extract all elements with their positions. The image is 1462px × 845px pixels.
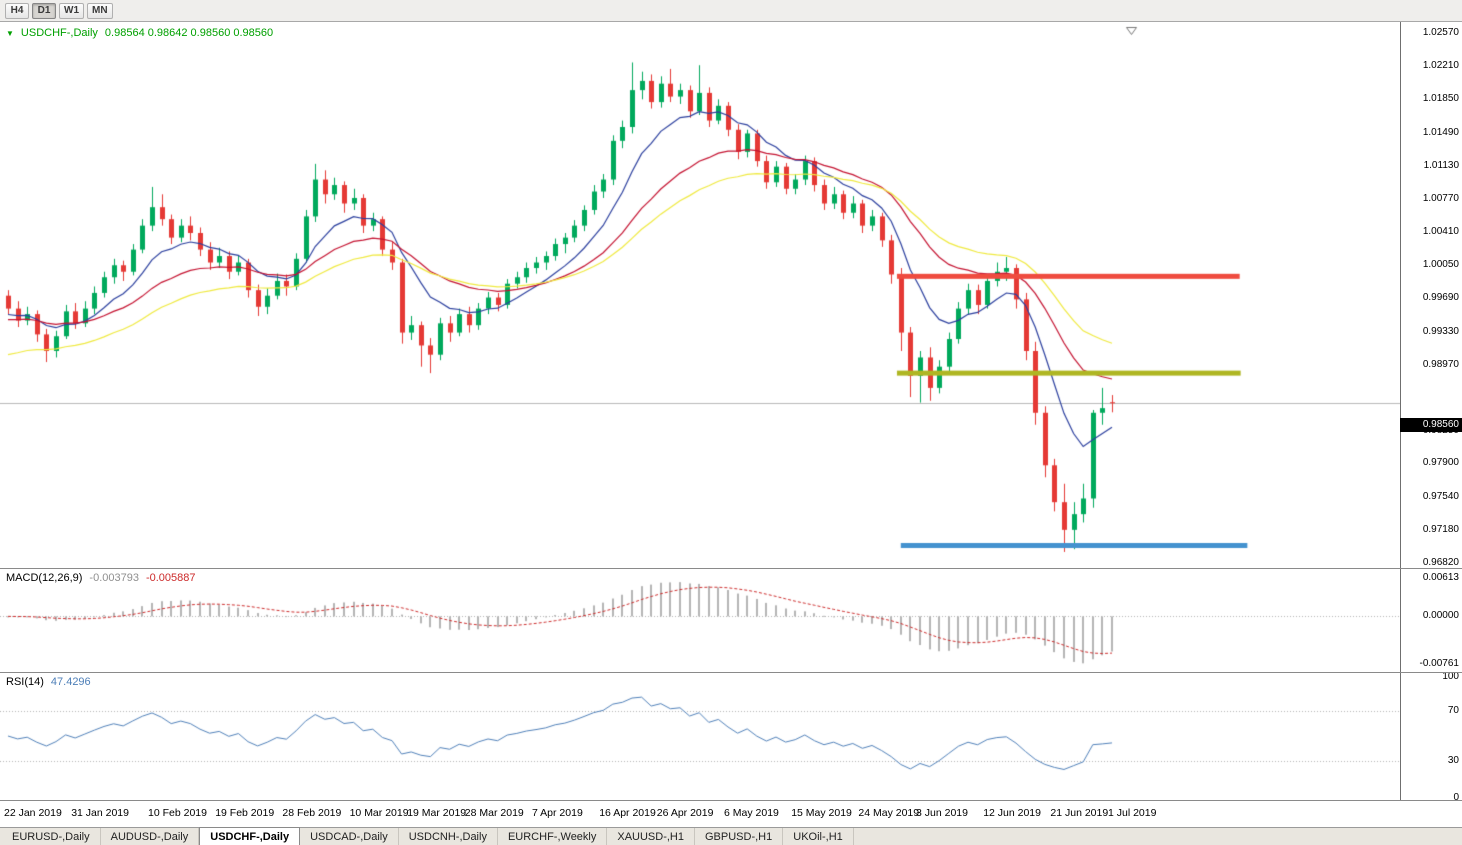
axis-tick-label: 1.02210 — [1422, 60, 1459, 72]
date-axis-label: 12 Jun 2019 — [983, 807, 1041, 819]
date-axis[interactable]: 22 Jan 2019 31 Jan 2019 10 Feb 2019 19 Feb … — [0, 801, 1462, 827]
axis-tick-label: 0.97540 — [1422, 490, 1459, 502]
axis-tick-label: 30 — [1447, 754, 1459, 766]
price-axis[interactable]: 1.02570 1.02210 1.01850 1.01490 1.01130 1.007… — [1400, 22, 1462, 568]
axis-tick-label: 1.01490 — [1422, 126, 1459, 138]
date-axis-label: 31 Jan 2019 — [71, 807, 129, 819]
axis-tick-label: 0.99330 — [1422, 325, 1459, 337]
date-axis-label: 10 Feb 2019 — [148, 807, 207, 819]
tab-eurusd-daily[interactable]: EURUSD-,Daily — [2, 828, 101, 845]
timeframe-toolbar: H4 D1 W1 MN — [0, 0, 1462, 22]
rsi-panel: RSI(14) 47.4296 100 70 30 0 — [0, 671, 1462, 803]
axis-tick-label: 0.96820 — [1422, 557, 1459, 569]
tab-usdcad-daily[interactable]: USDCAD-,Daily — [300, 828, 399, 845]
axis-tick-label: 0.00613 — [1422, 572, 1459, 583]
axis-tick-label: 0.00000 — [1422, 610, 1459, 622]
timeframe-button-w1[interactable]: W1 — [59, 2, 84, 19]
date-axis-label: 28 Feb 2019 — [282, 807, 342, 819]
date-axis-label: 28 Mar 2019 — [464, 807, 524, 819]
price-chart-canvas[interactable] — [0, 22, 1400, 568]
axis-tick-label: 0.98970 — [1422, 358, 1459, 370]
macd-canvas[interactable] — [0, 568, 1400, 672]
axis-tick-label: 1.01130 — [1423, 159, 1459, 171]
axis-tick-label: 1.00770 — [1422, 192, 1459, 204]
date-axis-label: 3 Jun 2019 — [916, 807, 968, 819]
axis-tick-label: 0.97180 — [1422, 523, 1459, 535]
tab-usdchf-daily[interactable]: USDCHF-,Daily — [199, 827, 301, 845]
rsi-label: RSI(14) — [6, 676, 44, 688]
chart-tab-bar: EURUSD-,Daily AUDUSD-,Daily USDCHF-,Daily U… — [0, 827, 1462, 845]
panel-separator[interactable] — [0, 568, 1462, 569]
tab-gbpusd-h1[interactable]: GBPUSD-,H1 — [695, 828, 784, 845]
tab-xauusd-h1[interactable]: XAUUSD-,H1 — [607, 828, 695, 845]
axis-tick-label: 1.02570 — [1422, 26, 1459, 38]
date-axis-label: 19 Mar 2019 — [407, 807, 467, 819]
chart-dropdown-icon[interactable]: ▼ — [6, 28, 14, 38]
axis-tick-label: 0 — [1453, 791, 1459, 803]
price-chart-panel: ▼ USDCHF-,Daily 0.98564 0.98642 0.98560 … — [0, 22, 1462, 568]
date-axis-label: 10 Mar 2019 — [349, 807, 409, 819]
chart-ohlc-values: 0.98564 0.98642 0.98560 0.98560 — [104, 27, 274, 39]
axis-tick-label: 70 — [1447, 705, 1459, 717]
axis-tick-label: 1.01850 — [1422, 93, 1459, 105]
macd-label: MACD(12,26,9) — [6, 572, 83, 584]
date-axis-label: 6 May 2019 — [724, 807, 779, 819]
macd-signal-value: -0.005887 — [145, 572, 196, 584]
panel-separator — [0, 800, 1462, 801]
panel-separator[interactable] — [0, 672, 1462, 673]
date-axis-label: 7 Apr 2019 — [532, 807, 583, 819]
axis-tick-label: 100 — [1442, 671, 1459, 682]
axis-tick-label: 1.00410 — [1422, 226, 1459, 238]
axis-tick-label: 1.00050 — [1422, 259, 1459, 271]
chart-symbol-title: USDCHF-,Daily — [20, 27, 98, 39]
tab-eurchf-weekly[interactable]: EURCHF-,Weekly — [498, 828, 608, 845]
chart-header: ▼ USDCHF-,Daily 0.98564 0.98642 0.98560 … — [6, 27, 273, 39]
rsi-value: 47.4296 — [50, 676, 91, 688]
current-price-badge: 0.98560 — [1400, 417, 1462, 432]
macd-main-value: -0.003793 — [89, 572, 139, 584]
date-axis-label: 26 Apr 2019 — [656, 807, 714, 819]
axis-tick-label: 0.97900 — [1422, 457, 1459, 469]
axis-tick-label: 0.99690 — [1422, 292, 1459, 304]
axis-tick-label: -0.00761 — [1419, 657, 1459, 669]
tab-usdcnh-daily[interactable]: USDCNH-,Daily — [399, 828, 498, 845]
date-axis-label: 19 Feb 2019 — [215, 807, 275, 819]
macd-panel: MACD(12,26,9) -0.003793 -0.005887 0.0061… — [0, 568, 1462, 672]
rsi-canvas[interactable] — [0, 672, 1400, 800]
timeframe-button-mn[interactable]: MN — [87, 2, 113, 19]
date-axis-label: 16 Apr 2019 — [599, 807, 656, 819]
date-axis-label: 22 Jan 2019 — [4, 807, 62, 819]
timeframe-button-d1[interactable]: D1 — [32, 2, 56, 19]
date-axis-label: 15 May 2019 — [791, 807, 852, 819]
tab-audusd-daily[interactable]: AUDUSD-,Daily — [101, 828, 200, 845]
macd-axis[interactable]: 0.00613 0.00000 -0.00761 — [1400, 568, 1462, 672]
timeframe-button-h4[interactable]: H4 — [5, 2, 29, 19]
macd-header: MACD(12,26,9) -0.003793 -0.005887 — [6, 572, 196, 584]
date-axis-label: 24 May 2019 — [858, 807, 920, 819]
date-axis-label: 1 Jul 2019 — [1108, 807, 1157, 819]
rsi-header: RSI(14) 47.4296 — [6, 676, 91, 688]
tab-ukoil-h1[interactable]: UKOil-,H1 — [783, 828, 854, 845]
rsi-axis[interactable]: 100 70 30 0 — [1400, 671, 1462, 803]
date-axis-label: 21 Jun 2019 — [1050, 807, 1109, 819]
